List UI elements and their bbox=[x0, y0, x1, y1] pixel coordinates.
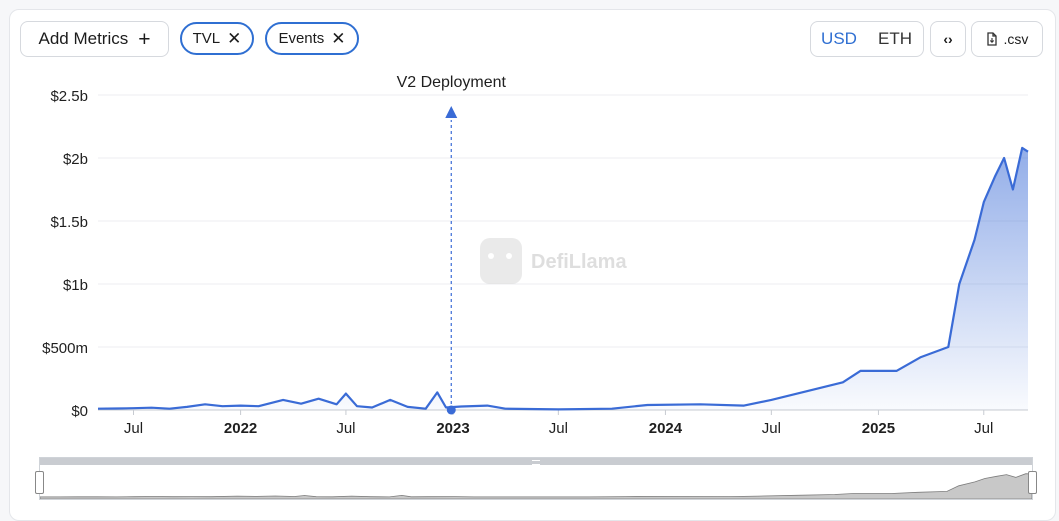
slider-handle-left[interactable] bbox=[35, 471, 44, 494]
y-tick-label: $1.5b bbox=[50, 214, 88, 231]
chart-card: Add Metrics + TVL ✕ Events ✕ USD ETH ‹› … bbox=[9, 9, 1056, 521]
x-axis: Jul 2022 Jul 2023 Jul 2024 Jul 2025 Jul bbox=[98, 409, 1028, 437]
event-arrow-icon bbox=[445, 106, 458, 118]
add-metrics-button[interactable]: Add Metrics + bbox=[20, 21, 169, 57]
currency-toggle: USD ETH bbox=[810, 21, 924, 57]
x-tick-label: Jul bbox=[974, 420, 993, 437]
x-tick-label: 2024 bbox=[649, 420, 683, 437]
x-tick-label: 2022 bbox=[224, 420, 257, 437]
close-icon[interactable]: ✕ bbox=[227, 29, 242, 48]
x-tick-label: Jul bbox=[124, 420, 143, 437]
add-metrics-label: Add Metrics bbox=[38, 29, 129, 48]
slider-bar[interactable] bbox=[40, 458, 1032, 465]
tvl-area bbox=[98, 147, 1028, 410]
csv-label: .csv bbox=[1003, 31, 1029, 47]
plus-icon: + bbox=[138, 27, 151, 51]
defillama-watermark: DefiLlama bbox=[480, 238, 627, 284]
events-layer: V2 Deployment bbox=[397, 74, 507, 415]
range-slider[interactable] bbox=[35, 457, 1037, 500]
x-tick-label: Jul bbox=[762, 420, 781, 437]
x-tick-label: Jul bbox=[336, 420, 355, 437]
download-csv-button[interactable]: .csv bbox=[971, 21, 1043, 57]
mini-chart-area bbox=[40, 473, 1032, 499]
x-tick-label: 2023 bbox=[436, 420, 469, 437]
y-tick-label: $500m bbox=[42, 340, 88, 357]
y-tick-label: $1b bbox=[63, 277, 88, 294]
event-label: V2 Deployment bbox=[397, 74, 507, 91]
x-tick-label: 2025 bbox=[862, 420, 895, 437]
file-icon bbox=[986, 32, 997, 46]
events-pill[interactable]: Events ✕ bbox=[265, 22, 359, 55]
y-tick-label: $2b bbox=[63, 151, 88, 168]
mini-chart bbox=[40, 473, 1032, 499]
slider-grip-icon bbox=[532, 460, 540, 465]
x-tick-label: Jul bbox=[549, 420, 568, 437]
embed-button[interactable]: ‹› bbox=[930, 21, 966, 57]
close-icon[interactable]: ✕ bbox=[331, 29, 346, 48]
tvl-pill[interactable]: TVL ✕ bbox=[180, 22, 254, 55]
watermark-text: DefiLlama bbox=[531, 251, 627, 273]
watermark-logo bbox=[480, 238, 522, 284]
tvl-pill-label: TVL bbox=[192, 30, 221, 47]
events-pill-label: Events bbox=[278, 30, 325, 47]
currency-option-eth[interactable]: ETH bbox=[878, 29, 912, 48]
tvl-chart: DefiLlama $0 $500m $1b $1.5b $2b $2.5b Jul 202… bbox=[42, 74, 1029, 437]
event-dot[interactable] bbox=[446, 405, 456, 415]
code-icon: ‹› bbox=[943, 31, 953, 47]
y-axis: $0 $500m $1b $1.5b $2b $2.5b bbox=[42, 88, 88, 420]
tvl-line bbox=[97, 146, 1029, 411]
slider-handle-right[interactable] bbox=[1028, 471, 1037, 494]
y-tick-label: $2.5b bbox=[50, 88, 88, 105]
y-tick-label: $0 bbox=[71, 403, 88, 420]
currency-option-usd[interactable]: USD bbox=[821, 29, 857, 48]
